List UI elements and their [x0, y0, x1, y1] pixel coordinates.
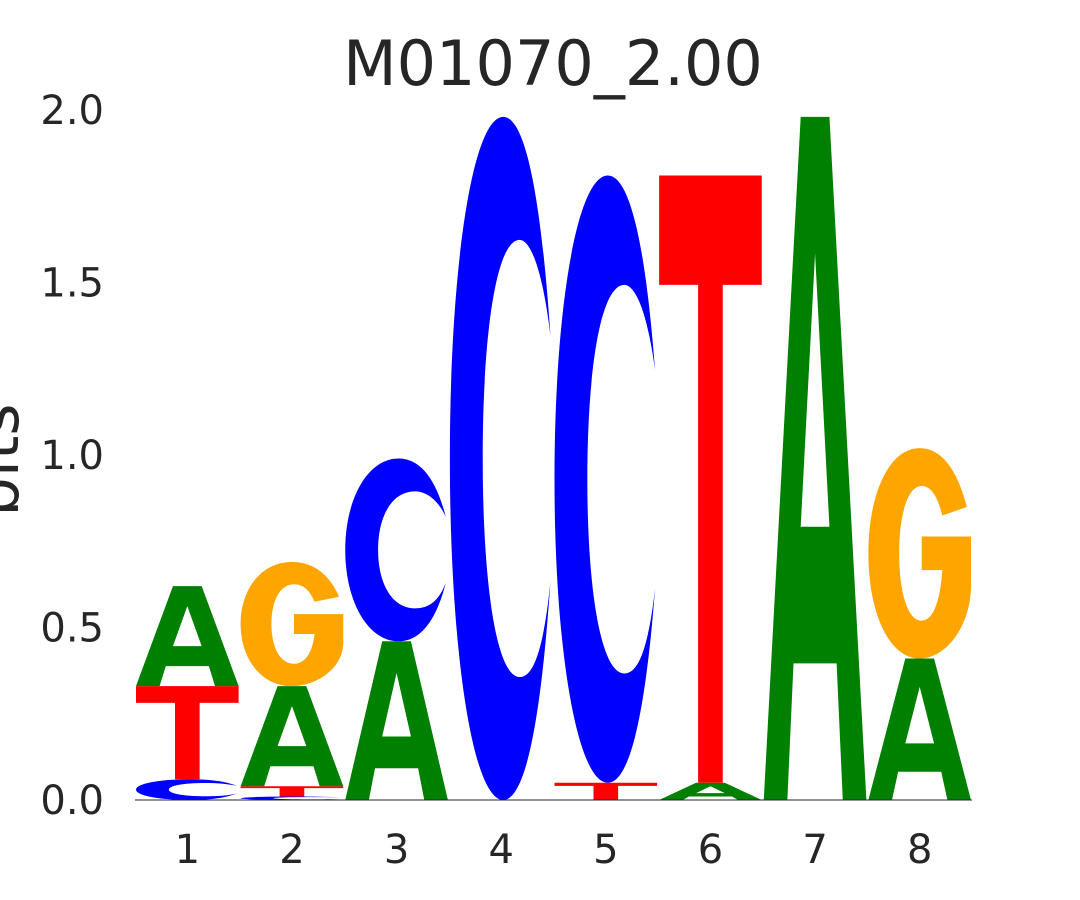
- chart-title: M01070_2.00: [343, 27, 763, 100]
- x-tick-label: 7: [802, 827, 827, 873]
- logo-stack: [136, 586, 239, 800]
- x-axis-ticks: 1 2 3 4 5 6 7 8: [175, 827, 933, 873]
- logo-letter-A: [659, 782, 762, 800]
- logo-letter-A: [136, 586, 239, 687]
- x-tick-label: 8: [907, 827, 932, 873]
- logo-letter-C: [240, 796, 342, 800]
- logo-letter-C: [345, 458, 446, 642]
- logo-letter-C: [136, 779, 237, 800]
- logo-letter-A: [345, 641, 448, 800]
- y-tick-label: 2.0: [40, 88, 104, 134]
- logo-letter-G: [868, 448, 971, 659]
- logo-stack: [554, 175, 658, 800]
- logo-letter-G: [240, 561, 344, 687]
- y-tick-label: 0.5: [40, 606, 104, 652]
- y-tick-label: 1.5: [40, 261, 104, 307]
- x-tick-label: 3: [384, 827, 409, 873]
- x-tick-label: 4: [488, 827, 513, 873]
- logo-letter-T: [659, 175, 762, 783]
- y-tick-label: 1.0: [40, 433, 104, 479]
- x-tick-label: 1: [175, 827, 200, 873]
- x-tick-label: 6: [698, 827, 723, 873]
- logo-stack: [868, 448, 971, 800]
- logo-letter-T: [240, 786, 344, 797]
- y-tick-label: 0.0: [40, 778, 104, 824]
- logo-letter-A: [240, 686, 344, 787]
- logo-stacks: [136, 116, 971, 800]
- logo-stack: [763, 116, 867, 800]
- logo-letter-C: [554, 175, 656, 783]
- logo-stack: [659, 175, 762, 800]
- logo-letter-A: [868, 658, 971, 800]
- x-tick-label: 5: [593, 827, 618, 873]
- logo-letter-T: [554, 782, 658, 800]
- logo-letter-C: [449, 116, 551, 800]
- logo-stack: [449, 116, 551, 800]
- y-axis-label: bits: [0, 403, 33, 516]
- x-tick-label: 2: [279, 827, 304, 873]
- logo-stack: [345, 458, 448, 800]
- logo-letter-A: [763, 116, 867, 800]
- logo-stack: [240, 561, 344, 800]
- logo-letter-T: [136, 686, 239, 780]
- y-axis-ticks: 0.0 0.5 1.0 1.5 2.0: [40, 88, 104, 824]
